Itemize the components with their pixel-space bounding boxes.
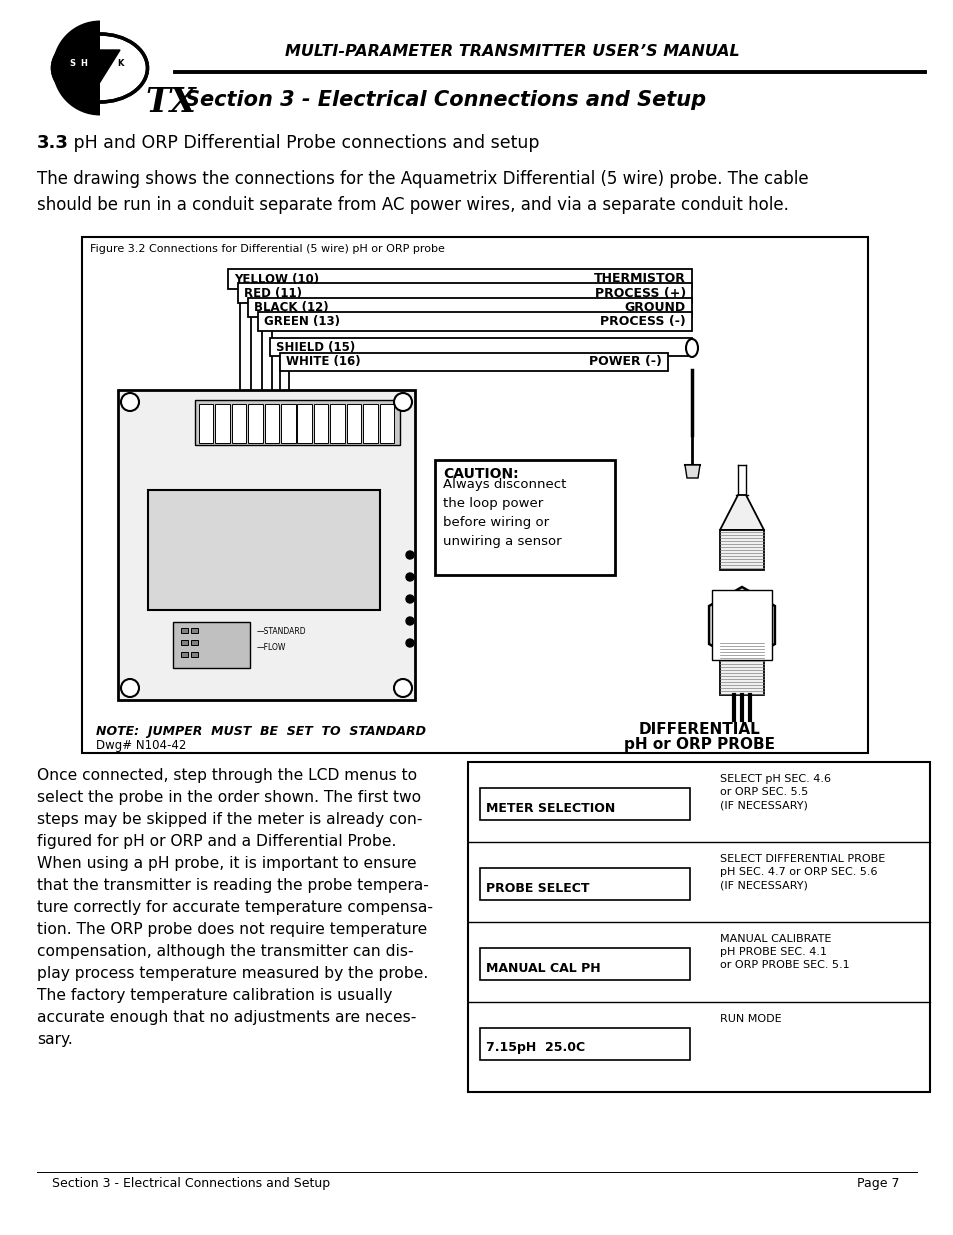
Bar [191,629,198,634]
Bar [194,400,399,445]
Text: MULTI-PARAMETER TRANSMITTER USER’S MANUAL: MULTI-PARAMETER TRANSMITTER USER’S MANUA… [285,44,739,59]
Bar [435,459,615,576]
Bar [479,788,689,820]
Text: YELLOW (10): YELLOW (10) [233,273,319,285]
Bar [297,404,312,443]
Circle shape [394,393,412,411]
Ellipse shape [685,338,698,357]
Text: pH and ORP Differential Probe connections and setup: pH and ORP Differential Probe connection… [68,135,539,152]
Text: PROCESS (+): PROCESS (+) [594,287,685,300]
Wedge shape [52,21,100,116]
Text: Dwg# N104-42: Dwg# N104-42 [96,740,186,752]
Text: 7.15pH  25.0C: 7.15pH 25.0C [485,1041,584,1055]
Bar [172,622,250,668]
Text: SELECT pH SEC. 4.6
or ORP SEC. 5.5
(IF NECESSARY): SELECT pH SEC. 4.6 or ORP SEC. 5.5 (IF N… [720,774,830,810]
Bar [237,283,691,303]
Text: CAUTION:: CAUTION: [442,467,518,480]
Polygon shape [720,495,763,530]
Bar [82,237,867,753]
Text: K: K [116,59,123,68]
Circle shape [406,551,414,559]
Bar [199,404,213,443]
Text: R: R [105,59,112,68]
Bar [118,390,415,700]
Text: BLACK (12): BLACK (12) [253,301,328,314]
Polygon shape [684,466,700,478]
Bar [468,762,929,1092]
Bar [228,269,691,289]
Text: MANUAL CAL PH: MANUAL CAL PH [485,962,600,974]
Bar [280,353,667,370]
Polygon shape [708,587,774,663]
Bar [181,629,188,634]
Text: METER SELECTION: METER SELECTION [485,802,615,815]
Text: SHIELD (15): SHIELD (15) [275,341,355,353]
Bar [232,404,246,443]
Bar [479,1028,689,1060]
Bar [711,590,771,659]
Bar [248,404,262,443]
Bar [379,404,394,443]
Text: —STANDARD: —STANDARD [256,627,306,636]
Text: GREEN (13): GREEN (13) [264,315,339,329]
Text: RED (11): RED (11) [244,287,302,300]
Bar [191,652,198,657]
Bar [720,640,763,695]
Circle shape [121,393,139,411]
Bar [270,338,691,356]
Text: H: H [80,59,88,68]
Text: MANUAL CALIBRATE
pH PROBE SEC. 4.1
or ORP PROBE SEC. 5.1: MANUAL CALIBRATE pH PROBE SEC. 4.1 or OR… [720,934,849,971]
Bar [148,490,379,610]
Ellipse shape [52,35,148,103]
Text: Section 3 - Electrical Connections and Setup: Section 3 - Electrical Connections and S… [185,90,705,110]
Bar [257,312,691,331]
Text: PROBE SELECT: PROBE SELECT [485,882,589,894]
Circle shape [121,679,139,697]
Bar [720,530,763,571]
Text: SELECT DIFFERENTIAL PROBE
pH SEC. 4.7 or ORP SEC. 5.6
(IF NECESSARY): SELECT DIFFERENTIAL PROBE pH SEC. 4.7 or… [720,853,884,890]
Text: S: S [69,59,75,68]
Bar [181,640,188,645]
Text: DIFFERENTIAL: DIFFERENTIAL [639,721,760,736]
Text: TX: TX [145,86,195,120]
Bar [479,868,689,900]
Bar [248,298,691,317]
Text: Always disconnect
the loop power
before wiring or
unwiring a sensor: Always disconnect the loop power before … [442,478,566,548]
Bar [314,404,328,443]
Text: The drawing shows the connections for the Aquametrix Differential (5 wire) probe: The drawing shows the connections for th… [37,170,808,215]
Text: pH or ORP PROBE: pH or ORP PROBE [624,737,775,752]
Text: Figure 3.2 Connections for Differential (5 wire) pH or ORP probe: Figure 3.2 Connections for Differential … [90,245,444,254]
Bar [264,404,279,443]
Bar [191,640,198,645]
Bar [346,404,361,443]
Bar [330,404,344,443]
Bar [363,404,377,443]
Text: RUN MODE: RUN MODE [720,1014,781,1024]
Bar [215,404,230,443]
Text: 3.3: 3.3 [37,135,69,152]
Circle shape [406,638,414,647]
Text: POWER (-): POWER (-) [589,356,661,368]
Text: THERMISTOR: THERMISTOR [594,273,685,285]
Bar [281,404,295,443]
Text: Page 7: Page 7 [857,1177,899,1189]
Text: WHITE (16): WHITE (16) [286,356,360,368]
Bar [479,948,689,981]
Text: GROUND: GROUND [624,301,685,314]
Circle shape [406,573,414,580]
Circle shape [406,618,414,625]
Polygon shape [82,49,120,90]
Text: NOTE:  JUMPER  MUST  BE  SET  TO  STANDARD: NOTE: JUMPER MUST BE SET TO STANDARD [96,725,426,737]
Bar [181,652,188,657]
Text: —FLOW: —FLOW [256,643,286,652]
Text: PROCESS (-): PROCESS (-) [599,315,685,329]
Circle shape [406,595,414,603]
Text: Section 3 - Electrical Connections and Setup: Section 3 - Electrical Connections and S… [52,1177,330,1189]
Text: A: A [92,59,99,68]
Circle shape [394,679,412,697]
Text: Once connected, step through the LCD menus to
select the probe in the order show: Once connected, step through the LCD men… [37,768,433,1046]
